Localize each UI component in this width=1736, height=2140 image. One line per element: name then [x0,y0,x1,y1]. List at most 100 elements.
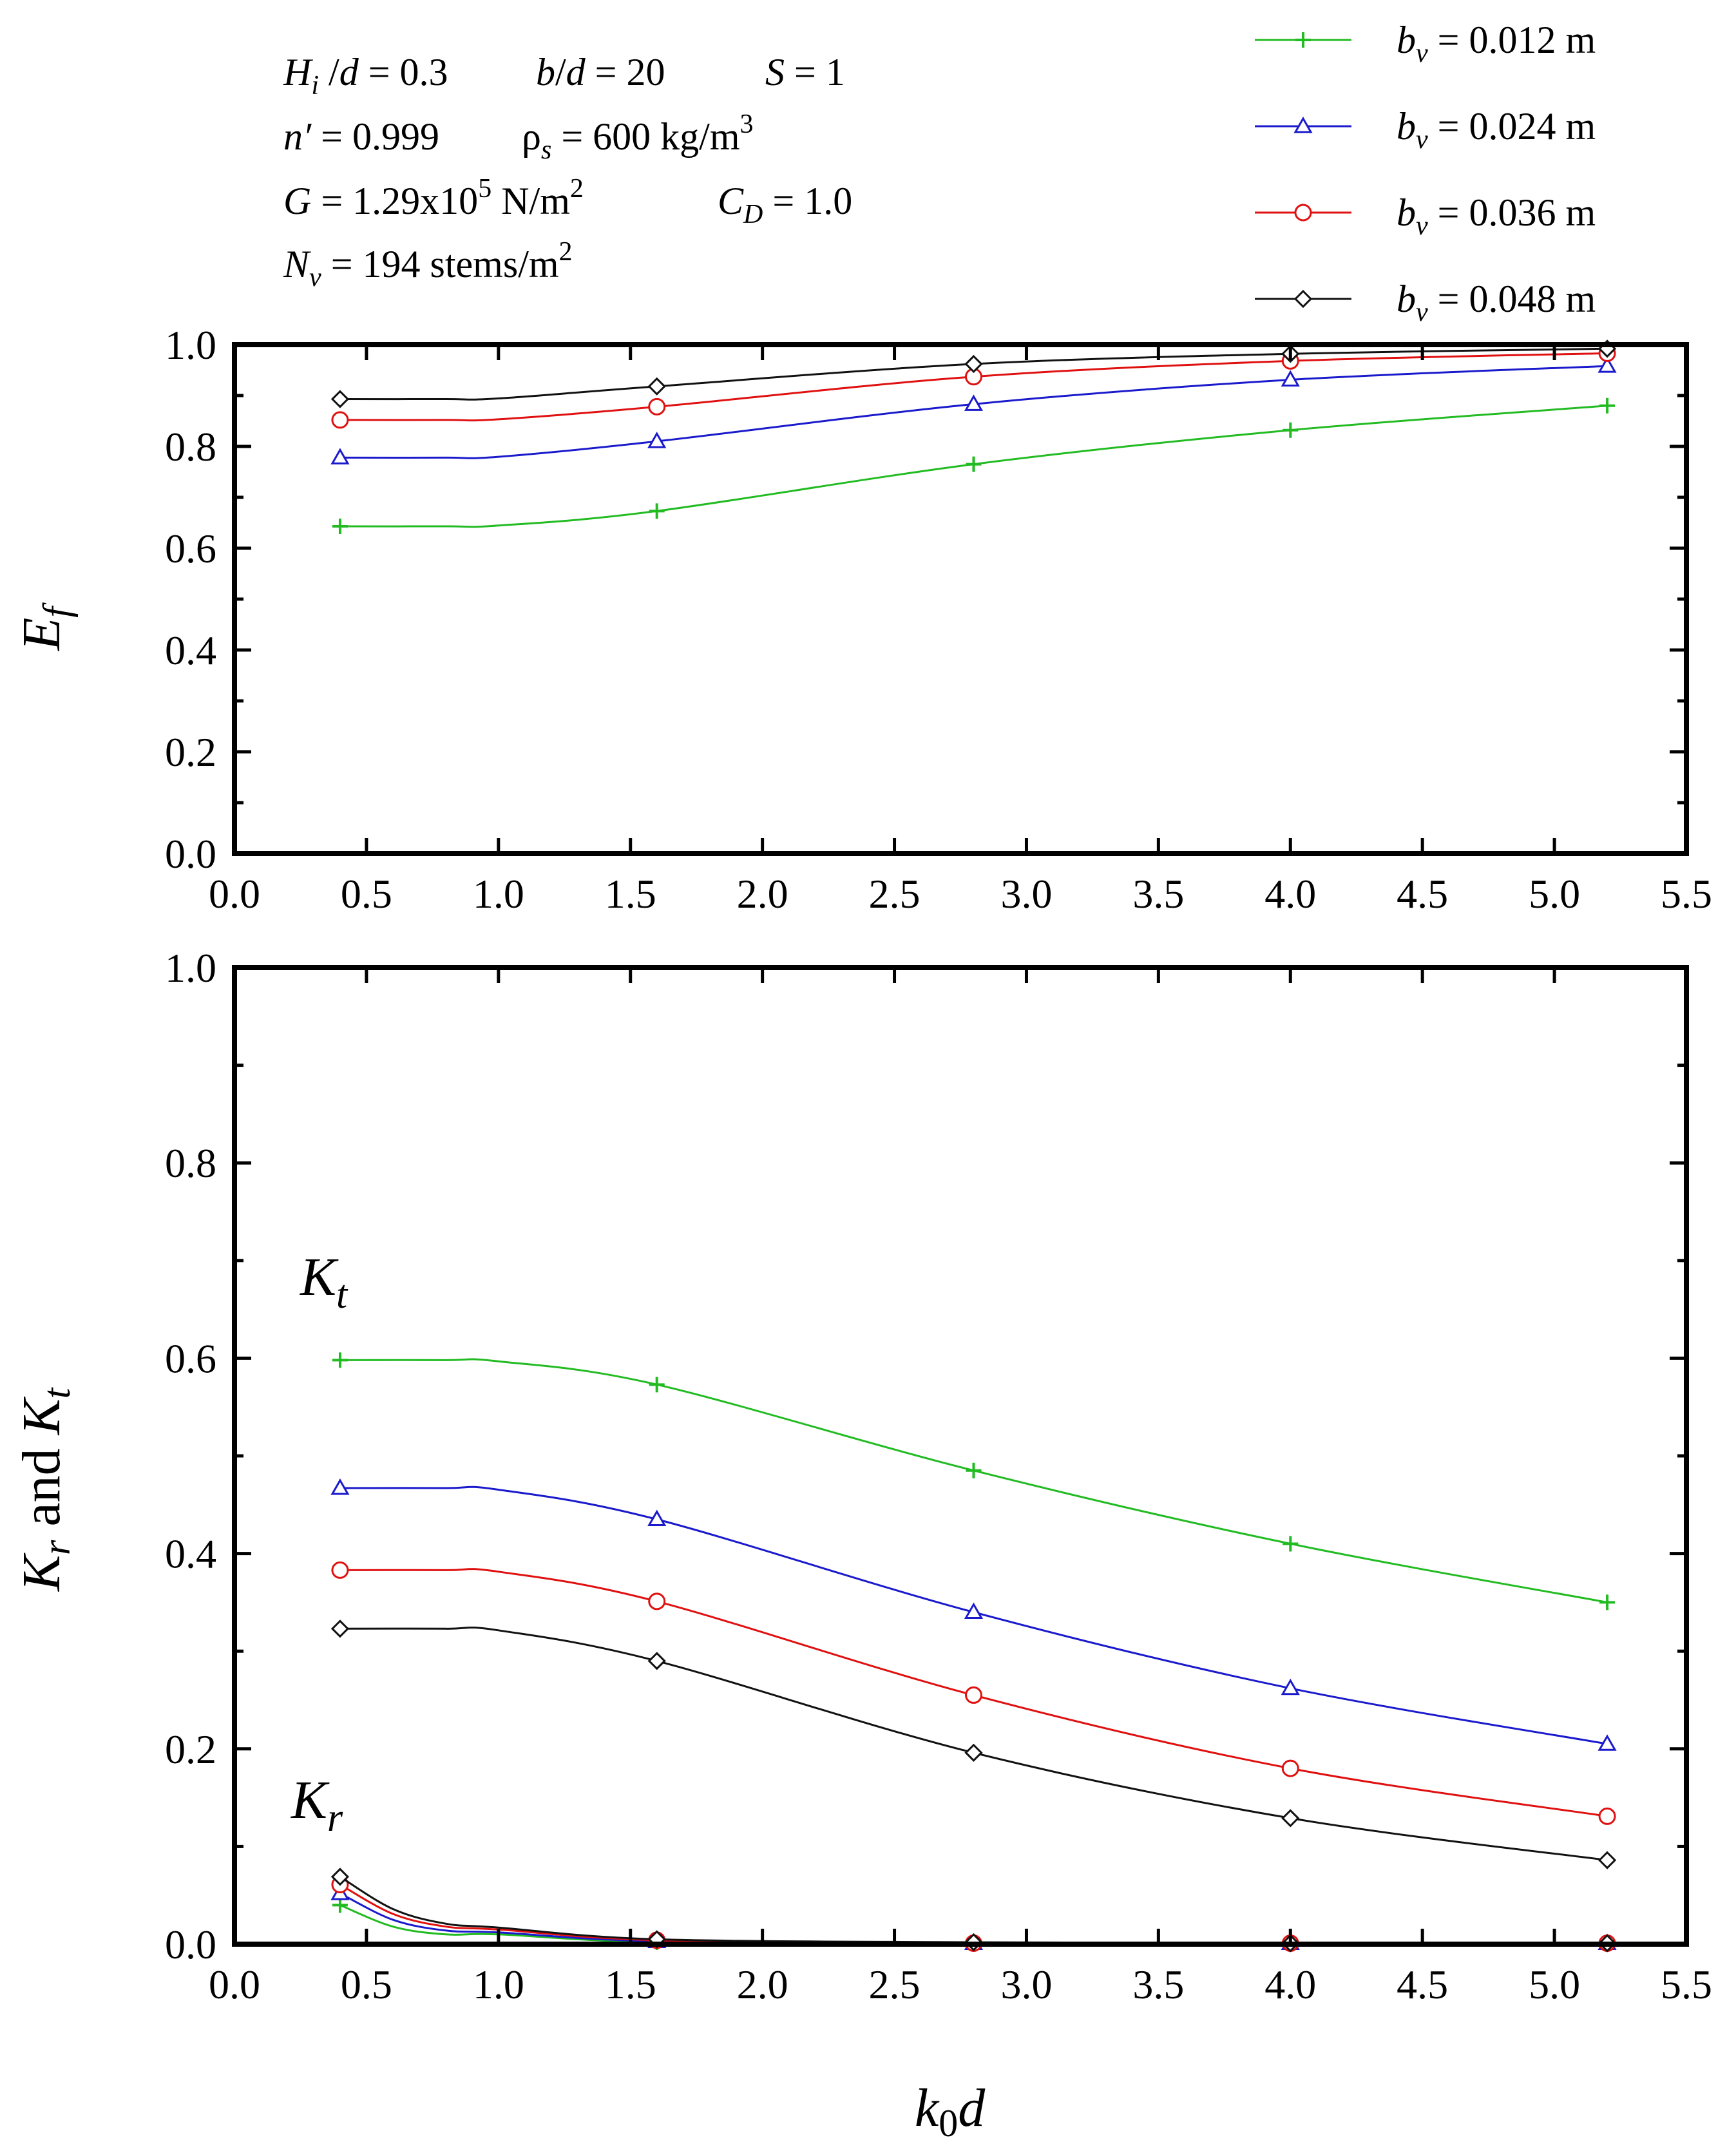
ef-series-group [330,339,1617,535]
ef-data-point [330,390,350,408]
kt-data-point [330,1619,350,1638]
x-tick-label: 3.5 [1132,871,1184,917]
x-tick-label: 3.5 [1132,1962,1184,2007]
y-tick-label: 0.4 [165,627,216,673]
param-g: G = 1.29x105 N/m2 [283,174,584,222]
ef-series-line-3 [339,347,1608,401]
kt-data-point [1598,1851,1617,1869]
x-tick-label: 2.5 [869,871,920,917]
y-tick-label: 0.2 [165,1726,216,1772]
legend-label: bv = 0.012 m [1397,19,1596,68]
kt-series-line-1 [339,1486,1608,1745]
legend-marker [1294,204,1312,222]
y-tick-label: 1.0 [165,322,216,368]
kr-kt-y-axis-title: Kr and Kt [12,1387,78,1592]
y-tick-label: 0.8 [165,424,216,470]
ef-data-point [1599,397,1616,414]
x-tick-label: 0.5 [341,1962,392,2007]
kt-annotation: Kt [300,1247,348,1317]
ef-data-point [1283,422,1299,438]
x-tick-label: 3.0 [1000,1962,1052,2007]
legend-marker [1293,289,1313,309]
ef-data-point [964,394,984,411]
kt-data-point [1281,1678,1300,1696]
ef-y-axis-title: Ef [12,602,78,651]
y-tick-label: 0.0 [165,1922,216,1967]
x-tick-label: 4.5 [1397,1962,1448,2007]
kt-series-line-0 [339,1358,1608,1603]
param-cd: CD = 1.0 [718,180,852,229]
kt-data-point [1599,1594,1616,1610]
param-b-d: b/d = 20 [536,51,665,93]
kt-data-point [647,1509,667,1527]
y-tick-label: 0.2 [165,729,216,775]
kt-data-point [332,1352,348,1368]
ef-data-point [964,354,983,374]
x-tick-label: 2.0 [737,871,788,917]
kt-data-point [966,1462,982,1478]
ef-data-point [330,448,350,464]
x-tick-label: 2.0 [737,1962,788,2007]
kt-data-point [964,1602,984,1619]
kt-data-point [648,1592,666,1610]
ef-data-point [1598,356,1617,373]
x-tick-label: 5.0 [1529,1962,1580,2007]
y-tick-label: 0.6 [165,526,216,571]
x-tick-label: 1.5 [605,1962,656,2007]
x-tick-label: 0.0 [209,1962,260,2007]
param-n-prime: n′ = 0.999 [283,115,439,158]
kr-kt-plot-frame [232,965,1689,1947]
kr-kt-axis-ticks: 0.0 0.5 1.0 1.5 2.0 2.5 3.0 3.5 4.0 4.5 5.0 5.5 0.0 0… [165,945,1712,2007]
ef-data-point [332,519,348,535]
y-tick-label: 1.0 [165,945,216,991]
kt-data-point [1281,1809,1300,1828]
ef-data-point [649,503,665,519]
x-tick-label: 1.5 [605,871,656,917]
kr-kt-series-group [330,1352,1617,1953]
y-tick-label: 0.8 [165,1140,216,1186]
parameter-block: Hi /d = 0.3 b/d = 20 S = 1 n′ = 0.999 ρs… [283,51,852,292]
legend: bv = 0.012 m bv = 0.024 m bv = 0.036 m bv =… [1255,19,1596,327]
ef-data-point [647,377,666,396]
x-tick-label: 5.5 [1661,1962,1712,2007]
legend-label: bv = 0.024 m [1397,105,1596,155]
ef-axis-ticks: 0.0 0.5 1.0 1.5 2.0 2.5 3.0 3.5 4.0 4.5 5.0 5.5 0.0 0… [165,322,1712,917]
y-tick-label: 0.4 [165,1531,216,1577]
kr-kt-x-axis-title: k0d [915,2078,986,2140]
ef-data-point [1281,370,1300,387]
ef-data-point [648,397,666,416]
kt-series-line-2 [339,1568,1608,1817]
x-tick-label: 0.0 [209,871,260,917]
param-rho-s: ρs = 600 kg/m3 [522,110,754,165]
x-tick-label: 4.5 [1397,871,1448,917]
kt-data-point [1598,1807,1616,1825]
ef-data-point [647,432,667,448]
ef-plot-frame [232,342,1689,856]
x-tick-label: 4.0 [1264,871,1316,917]
y-tick-label: 0.0 [165,831,216,877]
kt-data-point [649,1377,665,1393]
param-hi-d: Hi /d = 0.3 [283,51,448,100]
ef-series-line-1 [339,365,1608,459]
x-tick-label: 0.5 [341,871,392,917]
ef-data-point [966,456,982,472]
legend-marker [1295,32,1311,48]
x-tick-label: 1.0 [473,871,524,917]
param-nv: Nv = 194 stems/m2 [283,237,573,292]
kt-data-point [964,1686,982,1704]
legend-label: bv = 0.036 m [1397,191,1596,241]
x-tick-label: 5.0 [1529,871,1580,917]
kt-series-line-3 [339,1626,1608,1862]
ef-series-line-0 [339,405,1608,528]
param-s: S = 1 [765,51,845,93]
legend-label: bv = 0.048 m [1397,278,1596,327]
kr-data-point [330,1868,350,1886]
kt-data-point [964,1743,983,1762]
x-tick-label: 1.0 [473,1962,524,2007]
x-tick-label: 3.0 [1000,871,1052,917]
kt-data-point [647,1652,666,1670]
ef-series-line-2 [339,352,1608,422]
legend-marker [1293,116,1313,133]
x-tick-label: 4.0 [1264,1962,1316,2007]
